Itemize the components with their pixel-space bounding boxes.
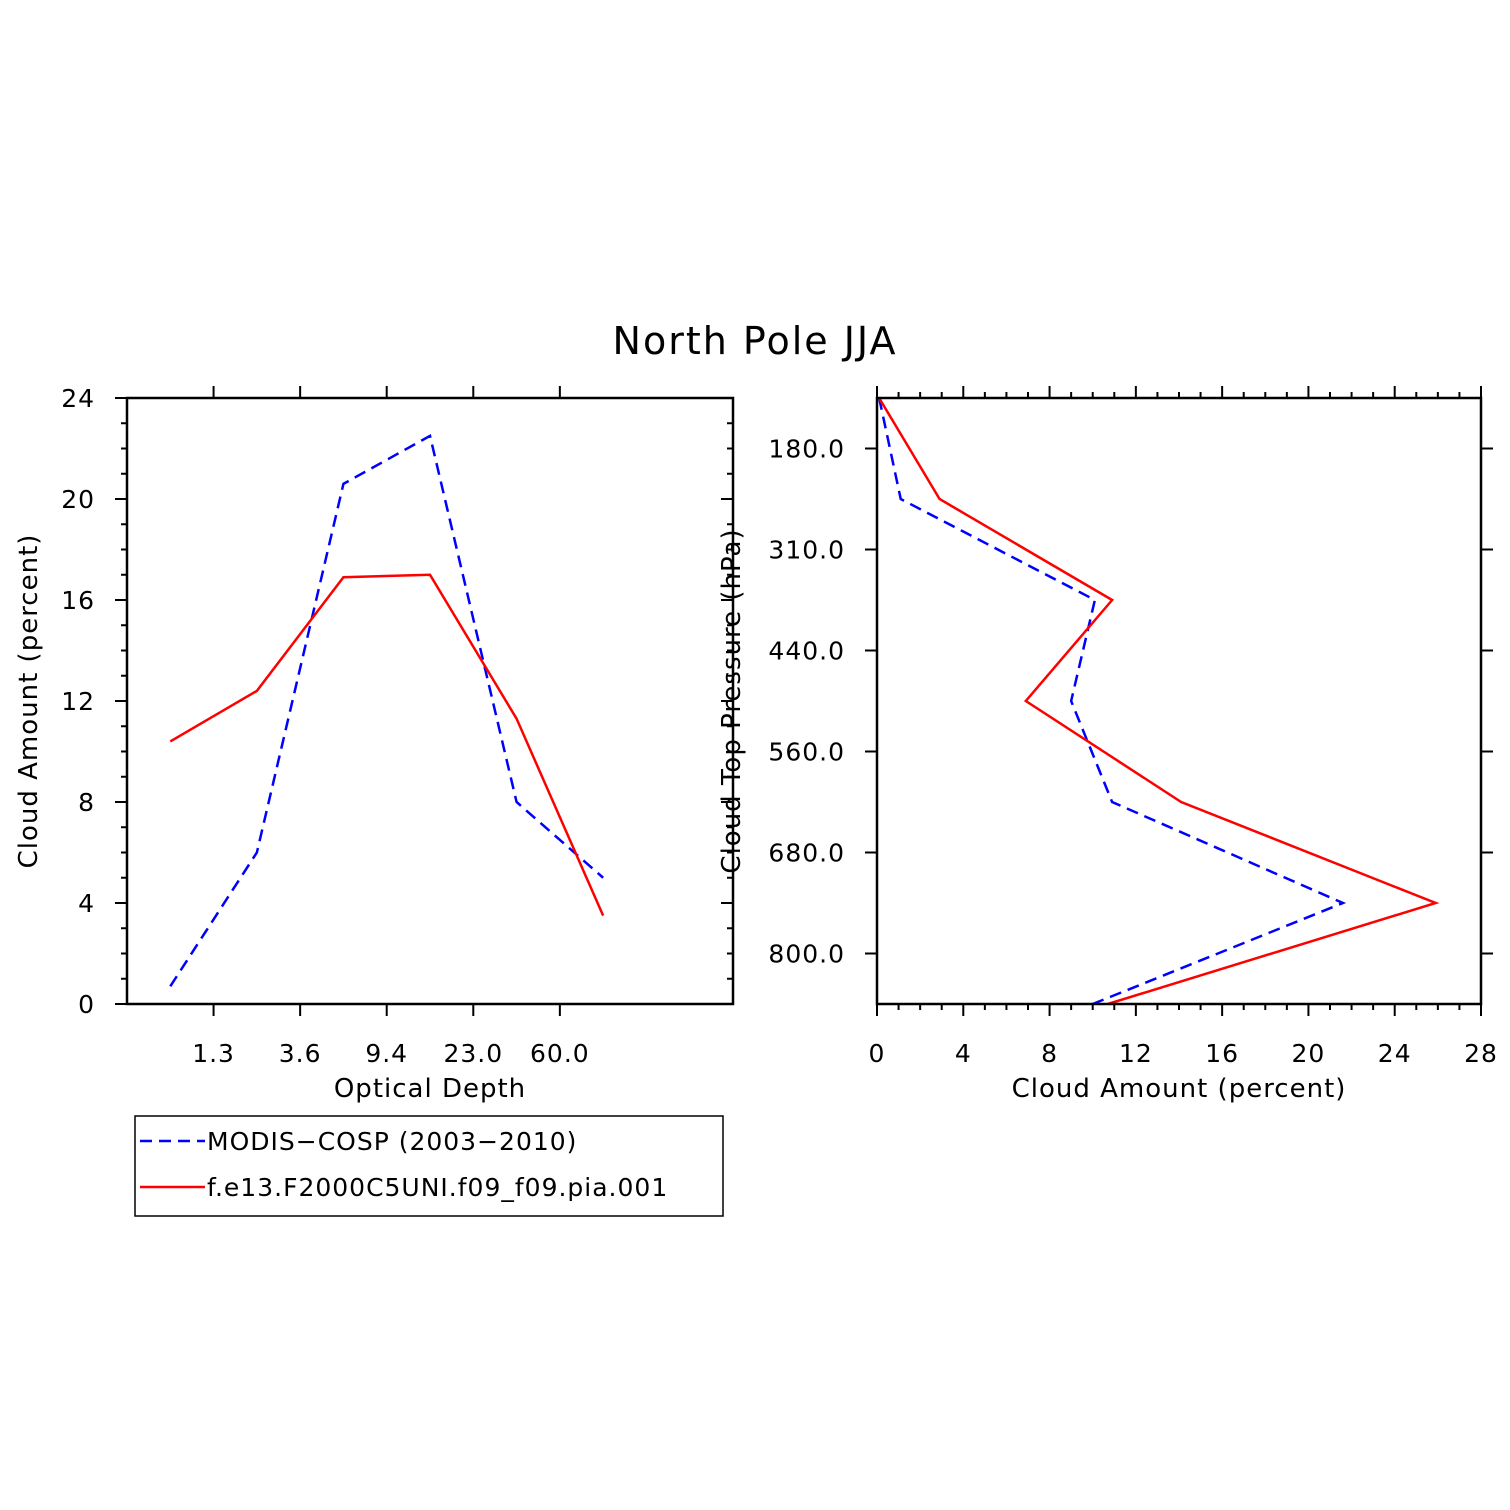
left-y-tick-label: 8 — [78, 788, 95, 817]
left-y-tick-label: 20 — [61, 485, 95, 514]
right-y-tick-label: 310.0 — [768, 536, 845, 565]
left-x-tick-label: 9.4 — [365, 1039, 408, 1068]
right-series-model — [878, 397, 1440, 1006]
left-x-tick-label: 3.6 — [279, 1039, 322, 1068]
right-x-tick-label: 20 — [1292, 1039, 1326, 1068]
left-y-tick-label: 4 — [78, 889, 95, 918]
left-series-obs — [169, 433, 604, 988]
right-x-tick-label: 12 — [1119, 1039, 1153, 1068]
right-panel-tick-labels: 0 4 8 12 16 20 24 28 180.0 310.0 440.0 560.0 680.0 80… — [768, 435, 1498, 1069]
left-panel-tick-labels: 0 4 8 12 16 20 24 1.3 3.6 9.4 23.0 60.0 — [61, 384, 590, 1068]
left-panel-series — [169, 433, 605, 988]
right-x-tick-label: 28 — [1464, 1039, 1498, 1068]
right-panel-series — [877, 397, 1440, 1006]
left-x-tick-label: 23.0 — [443, 1039, 503, 1068]
right-x-tick-label: 16 — [1205, 1039, 1239, 1068]
right-x-tick-label: 4 — [955, 1039, 972, 1068]
left-y-tick-label: 24 — [61, 384, 95, 413]
legend-box — [134, 1115, 724, 1217]
left-y-tick-label: 16 — [61, 586, 95, 615]
right-y-tick-label: 440.0 — [768, 637, 845, 666]
legend-label-model: f.e13.F2000C5UNI.f09_f09.pia.001 — [207, 1173, 668, 1202]
right-panel-frame — [875, 396, 1483, 1006]
left-y-tick-label: 12 — [61, 687, 95, 716]
right-y-axis-label: Cloud Top Pressure (hPa) — [717, 528, 747, 873]
legend: MODIS−COSP (2003−2010) f.e13.F2000C5UNI.… — [134, 1115, 724, 1217]
right-x-tick-label: 24 — [1378, 1039, 1412, 1068]
optical-depth-panel: 0 4 8 12 16 20 24 1.3 3.6 9.4 23.0 60.0 Optical Dep… — [14, 384, 735, 1104]
cloud-top-pressure-panel: 0 4 8 12 16 20 24 28 180.0 310.0 440.0 560.0 680.0 80… — [717, 386, 1498, 1104]
left-x-tick-label: 60.0 — [530, 1039, 590, 1068]
right-panel-ticks — [865, 386, 1493, 1016]
right-y-tick-label: 800.0 — [768, 940, 845, 969]
right-x-tick-label: 0 — [869, 1039, 886, 1068]
right-y-tick-label: 680.0 — [768, 839, 845, 868]
left-panel-ticks — [115, 386, 733, 1016]
right-y-tick-label: 560.0 — [768, 738, 845, 767]
left-x-axis-label: Optical Depth — [334, 1074, 526, 1104]
left-y-tick-label: 0 — [78, 990, 95, 1019]
right-x-tick-label: 8 — [1041, 1039, 1058, 1068]
legend-label-obs: MODIS−COSP (2003−2010) — [207, 1127, 577, 1156]
figure-title: North Pole JJA — [613, 319, 898, 363]
right-y-tick-label: 180.0 — [768, 435, 845, 464]
right-series-obs — [877, 397, 1347, 1006]
left-panel-frame — [125, 396, 735, 1006]
right-x-axis-label: Cloud Amount (percent) — [1012, 1074, 1347, 1104]
left-series-model — [169, 573, 605, 917]
left-y-axis-label: Cloud Amount (percent) — [14, 534, 44, 869]
left-x-tick-label: 1.3 — [192, 1039, 235, 1068]
